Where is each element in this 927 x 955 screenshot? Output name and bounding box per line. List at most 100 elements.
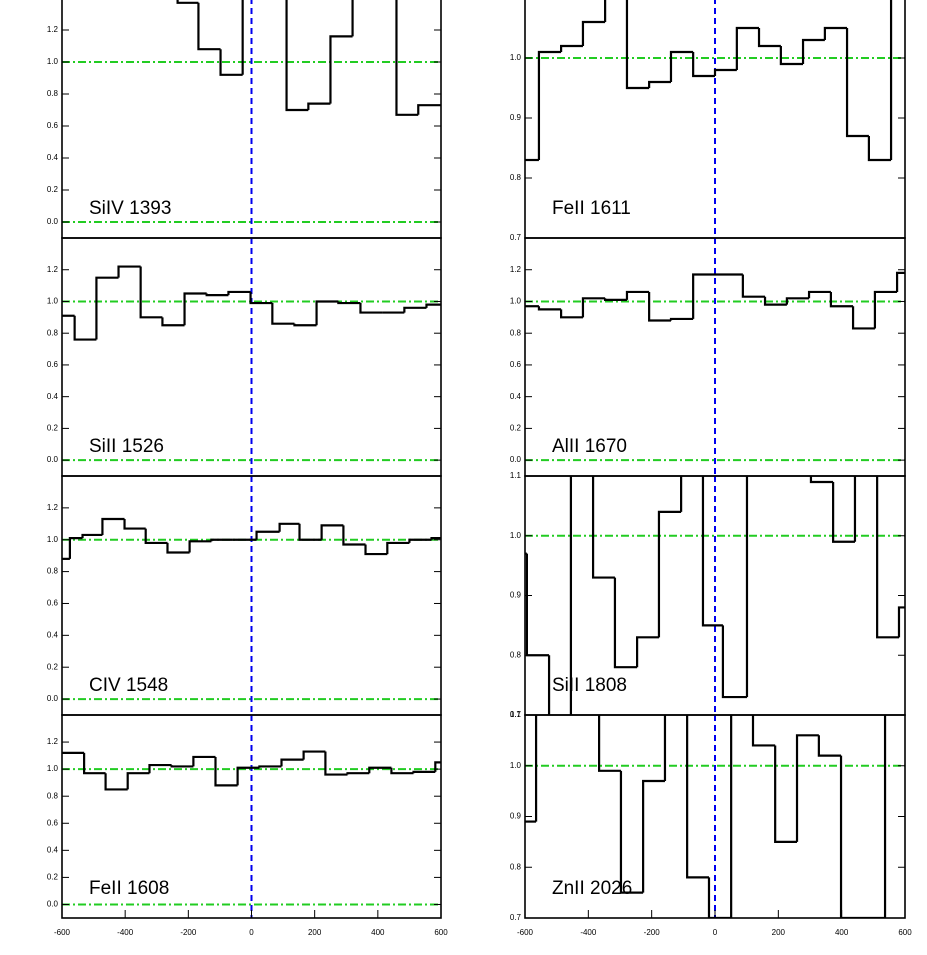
- panel: 0.0 0.2 0.4 0.6 0.8 1.0 1.2 SiIV 1393: [47, 0, 442, 239]
- step: [197, 2, 221, 51]
- x-tick-label: -600: [517, 928, 534, 937]
- step: [73, 315, 97, 341]
- step: [139, 266, 163, 319]
- y-tick-label: 1.0: [47, 297, 59, 306]
- step: [368, 766, 392, 774]
- step: [395, 0, 419, 116]
- y-tick-label: 0.7: [510, 233, 522, 242]
- step: [214, 756, 238, 787]
- step: [227, 290, 251, 296]
- step: [346, 772, 370, 775]
- step: [324, 751, 348, 776]
- x-tick-label: -400: [580, 928, 597, 937]
- panel-label: FeII 1611: [552, 198, 631, 219]
- y-tick-label: 0.6: [510, 360, 522, 369]
- plot-area: [62, 476, 441, 715]
- x-tick-label: -400: [117, 928, 134, 937]
- step: [779, 46, 804, 66]
- step: [249, 291, 273, 305]
- step: [757, 28, 781, 48]
- y-tick-label: 1.1: [510, 471, 522, 480]
- x-tick-label: 200: [772, 928, 786, 937]
- y-tick-label: 1.1: [510, 0, 522, 2]
- x-tick-label: -200: [180, 928, 197, 937]
- step: [730, 715, 733, 918]
- step: [320, 524, 344, 540]
- step: [148, 763, 172, 774]
- step: [101, 517, 125, 535]
- step: [412, 770, 436, 774]
- x-tick-label: 200: [308, 928, 322, 937]
- step: [669, 50, 694, 82]
- plot-area: [525, 0, 905, 238]
- step: [104, 773, 128, 791]
- step: [853, 476, 857, 542]
- y-tick-label: 1.2: [47, 25, 59, 34]
- x-tick-label: 0: [713, 928, 718, 937]
- y-tick-label: 0.8: [47, 328, 59, 337]
- y-tick-label: 1.0: [510, 53, 522, 62]
- y-tick-label: 0.6: [47, 360, 59, 369]
- step: [774, 745, 798, 843]
- y-tick-label: 0.9: [510, 591, 522, 600]
- step: [342, 525, 366, 546]
- step: [337, 301, 361, 305]
- step: [680, 476, 683, 512]
- step: [386, 541, 410, 555]
- panel-label: CIV 1548: [89, 675, 168, 696]
- panel-label: AlII 1670: [552, 436, 627, 457]
- step: [809, 476, 834, 484]
- step: [669, 317, 694, 321]
- step: [876, 476, 899, 639]
- step: [166, 542, 190, 554]
- step: [408, 538, 432, 543]
- step: [236, 766, 260, 786]
- step: [537, 306, 562, 311]
- y-tick-label: 1.0: [510, 531, 522, 540]
- step: [430, 537, 441, 540]
- step: [359, 303, 383, 314]
- step: [745, 476, 749, 698]
- step: [547, 655, 551, 715]
- y-tick-label: 1.2: [47, 737, 59, 746]
- step: [560, 44, 583, 52]
- step: [832, 481, 855, 543]
- y-tick-label: 1.0: [510, 761, 522, 770]
- step: [210, 538, 233, 542]
- step: [763, 296, 787, 306]
- step: [219, 49, 243, 76]
- panel: 0.0 0.2 0.4 0.6 0.8 1.0 1.2 -600 -400 -200 0 200 400…: [47, 714, 448, 937]
- y-tick-label: 0.2: [47, 662, 59, 671]
- step: [329, 35, 353, 104]
- panel-label: SiII 1526: [89, 436, 164, 457]
- y-tick-label: 0.9: [510, 812, 522, 821]
- panel: 0.0 0.2 0.4 0.6 0.8 1.0 1.2 CIV 1548: [47, 475, 442, 716]
- y-tick-label: 0.8: [47, 89, 59, 98]
- y-tick-label: 0.0: [47, 694, 59, 703]
- y-tick-label: 0.0: [510, 455, 522, 464]
- step: [307, 102, 331, 110]
- y-tick-label: 1.0: [47, 57, 59, 66]
- step: [434, 761, 441, 772]
- step: [636, 636, 659, 668]
- step: [692, 273, 743, 319]
- y-tick-label: 0.8: [510, 862, 522, 871]
- y-tick-label: 0.4: [47, 630, 59, 639]
- step: [801, 38, 825, 64]
- step: [83, 752, 106, 775]
- x-tick-label: 600: [898, 928, 912, 937]
- y-tick-label: 0.6: [47, 121, 59, 130]
- step: [604, 0, 607, 22]
- y-tick-label: 1.0: [47, 535, 59, 544]
- step: [604, 298, 627, 301]
- panel: 0.7 0.8 0.9 1.0 1.1 SiII 1808: [510, 471, 906, 719]
- x-tick-label: 0: [249, 928, 254, 937]
- step: [817, 735, 842, 757]
- step: [258, 765, 282, 768]
- step: [560, 309, 583, 319]
- y-tick-label: 0.6: [47, 818, 59, 827]
- step: [315, 300, 339, 326]
- step: [598, 715, 621, 772]
- step: [68, 537, 83, 559]
